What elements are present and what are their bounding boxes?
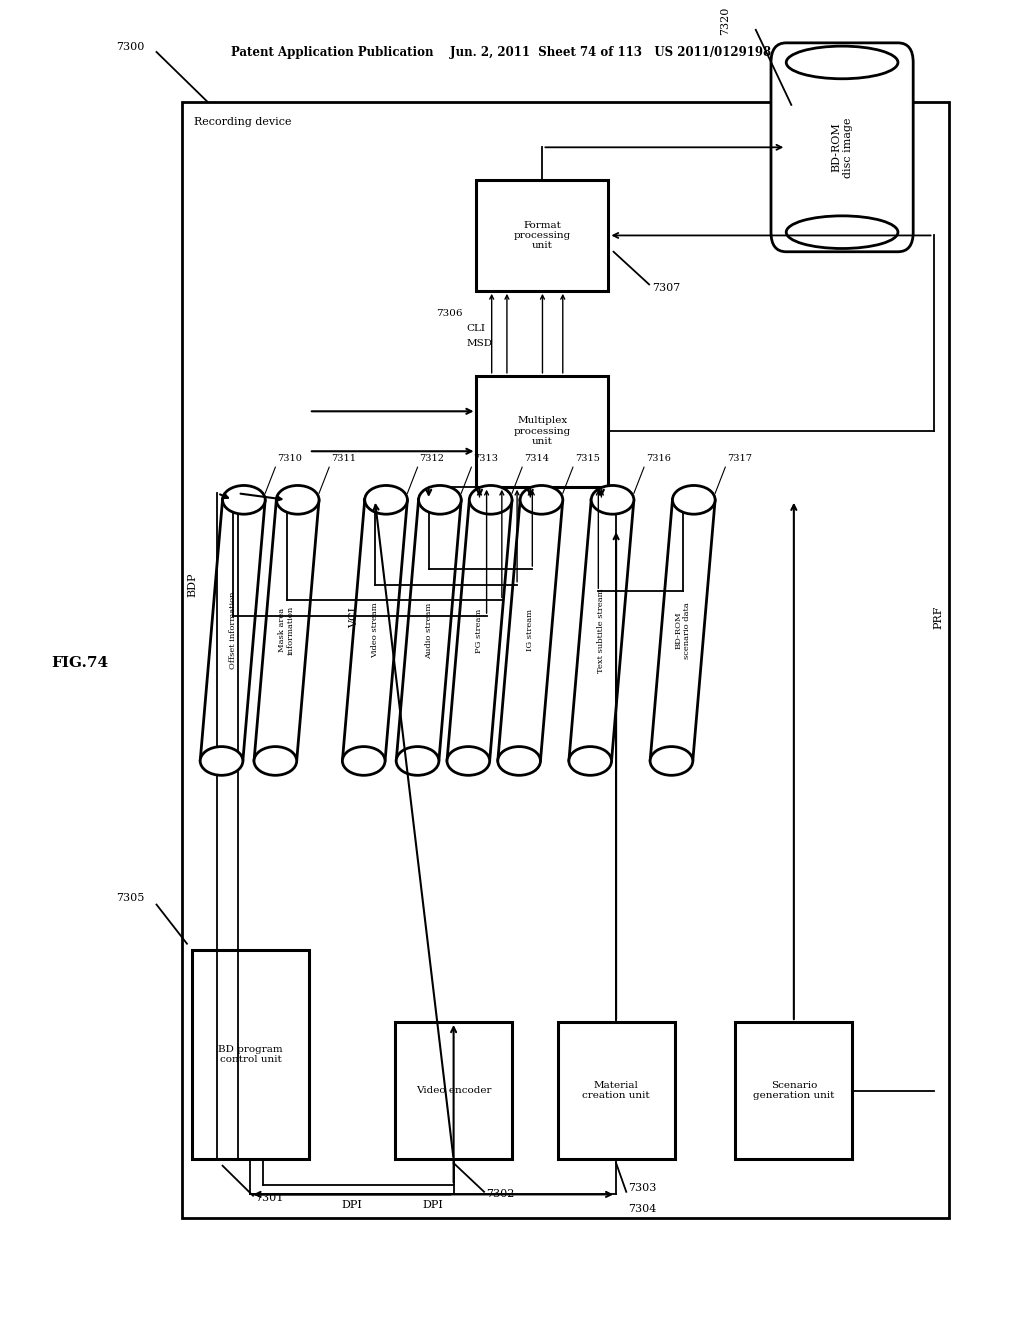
Text: 7305: 7305 bbox=[116, 894, 144, 903]
Text: Material
creation unit: Material creation unit bbox=[583, 1081, 650, 1101]
Text: PRF: PRF bbox=[934, 606, 943, 630]
Ellipse shape bbox=[569, 747, 611, 775]
Bar bbox=[476, 180, 608, 290]
Ellipse shape bbox=[520, 486, 563, 515]
Text: Offset information: Offset information bbox=[228, 591, 237, 669]
Ellipse shape bbox=[786, 216, 898, 248]
Text: Multiplex
processing
unit: Multiplex processing unit bbox=[514, 416, 571, 446]
Polygon shape bbox=[498, 500, 563, 760]
Text: Audio stream: Audio stream bbox=[425, 602, 433, 659]
Text: 7307: 7307 bbox=[652, 284, 680, 293]
Text: 7317: 7317 bbox=[727, 454, 753, 463]
Polygon shape bbox=[569, 500, 634, 760]
Text: PG stream: PG stream bbox=[475, 609, 483, 652]
Polygon shape bbox=[254, 500, 319, 760]
Text: DPI: DPI bbox=[423, 1200, 443, 1210]
Text: 7314: 7314 bbox=[524, 454, 549, 463]
Text: 7315: 7315 bbox=[574, 454, 600, 463]
Text: 7301: 7301 bbox=[255, 1193, 284, 1204]
Text: IG stream: IG stream bbox=[526, 610, 535, 651]
Polygon shape bbox=[200, 500, 265, 760]
Bar bbox=[476, 376, 608, 487]
Ellipse shape bbox=[591, 486, 634, 515]
Ellipse shape bbox=[786, 46, 898, 79]
Text: MSD: MSD bbox=[466, 339, 493, 348]
Text: Format
processing
unit: Format processing unit bbox=[514, 220, 571, 251]
Text: 7300: 7300 bbox=[116, 42, 144, 51]
Polygon shape bbox=[396, 500, 461, 760]
Text: Text subtitle stream: Text subtitle stream bbox=[597, 589, 605, 673]
Text: 7316: 7316 bbox=[646, 454, 671, 463]
Text: Mask area
information: Mask area information bbox=[278, 606, 295, 655]
Ellipse shape bbox=[419, 486, 461, 515]
Text: BD-ROM
scenario data: BD-ROM scenario data bbox=[674, 602, 691, 659]
Bar bbox=[558, 1022, 675, 1159]
Text: 7303: 7303 bbox=[629, 1183, 656, 1193]
Polygon shape bbox=[650, 500, 715, 760]
Polygon shape bbox=[342, 500, 408, 760]
Text: FIG.74: FIG.74 bbox=[52, 656, 109, 671]
FancyBboxPatch shape bbox=[771, 42, 913, 252]
Ellipse shape bbox=[200, 747, 243, 775]
Bar bbox=[193, 474, 924, 767]
Text: 7313: 7313 bbox=[473, 454, 499, 463]
Bar bbox=[395, 1022, 512, 1159]
Ellipse shape bbox=[498, 747, 541, 775]
Bar bbox=[735, 1022, 852, 1159]
Ellipse shape bbox=[447, 747, 489, 775]
Text: Scenario
generation unit: Scenario generation unit bbox=[754, 1081, 835, 1101]
Bar bbox=[193, 950, 309, 1159]
Text: BD program
control unit: BD program control unit bbox=[218, 1045, 283, 1064]
Ellipse shape bbox=[276, 486, 319, 515]
Text: 7304: 7304 bbox=[629, 1204, 656, 1214]
Text: 7311: 7311 bbox=[331, 454, 356, 463]
Text: Patent Application Publication    Jun. 2, 2011  Sheet 74 of 113   US 2011/012919: Patent Application Publication Jun. 2, 2… bbox=[231, 45, 793, 58]
Ellipse shape bbox=[396, 747, 439, 775]
Text: BD-ROM
disc image: BD-ROM disc image bbox=[831, 117, 853, 178]
Text: BDP: BDP bbox=[187, 573, 197, 597]
Bar bbox=[182, 102, 949, 1218]
Ellipse shape bbox=[650, 747, 693, 775]
Ellipse shape bbox=[254, 747, 297, 775]
Polygon shape bbox=[447, 500, 512, 760]
Text: 7312: 7312 bbox=[420, 454, 444, 463]
Text: VCI: VCI bbox=[349, 607, 359, 628]
Ellipse shape bbox=[342, 747, 385, 775]
Ellipse shape bbox=[365, 486, 408, 515]
Ellipse shape bbox=[222, 486, 265, 515]
Text: 7310: 7310 bbox=[278, 454, 302, 463]
Text: 7306: 7306 bbox=[436, 309, 462, 318]
Text: Video stream: Video stream bbox=[371, 602, 379, 659]
Text: Video encoder: Video encoder bbox=[416, 1086, 492, 1096]
Text: Recording device: Recording device bbox=[195, 117, 292, 127]
Text: 7302: 7302 bbox=[486, 1189, 514, 1200]
Text: CLI: CLI bbox=[466, 323, 485, 333]
Ellipse shape bbox=[673, 486, 715, 515]
Text: 7320: 7320 bbox=[720, 7, 730, 34]
Ellipse shape bbox=[469, 486, 512, 515]
Text: DPI: DPI bbox=[342, 1200, 362, 1210]
